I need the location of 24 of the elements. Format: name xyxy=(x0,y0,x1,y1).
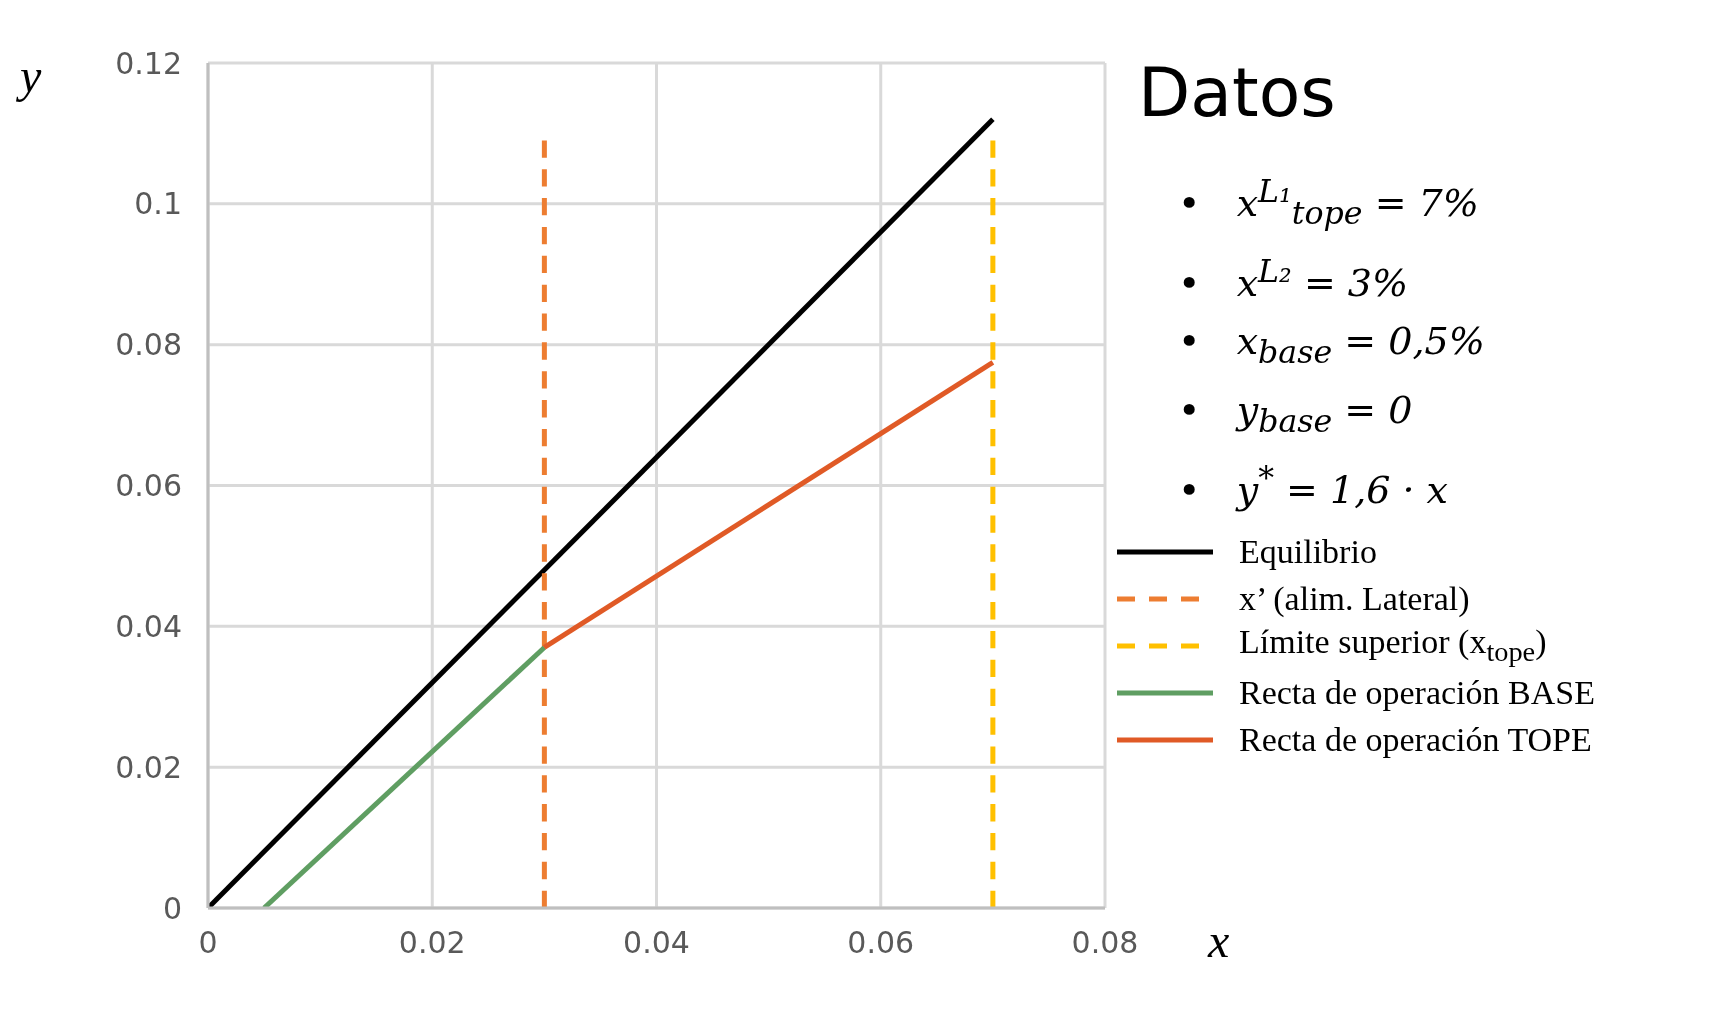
text: • y$_{base}$ = 0 xyxy=(1178,386,1414,441)
text: Datos xyxy=(1138,53,1337,132)
y-tick-label: 0.04 xyxy=(115,608,182,644)
legend-label: Límite superior (x$_{tope}$) xyxy=(1239,623,1547,668)
x-tick-label: 0.08 xyxy=(1071,925,1139,961)
text: • x$_{base}$ = 0,5% xyxy=(1178,317,1486,372)
x-tick-label: 0.04 xyxy=(623,925,690,961)
y-tick-label: 0.08 xyxy=(115,327,182,363)
x-axis-title: x xyxy=(1208,913,1230,968)
y-tick-label: 0 xyxy=(162,890,182,926)
y-tick-label: 0.06 xyxy=(115,468,182,504)
y-tick-label: 0.02 xyxy=(115,749,182,785)
legend-label: Recta de operación BASE xyxy=(1239,673,1595,712)
y-tick-label: 0.12 xyxy=(115,45,182,81)
legend-label: x’ (alim. Lateral) xyxy=(1239,579,1470,618)
legend-label: Recta de operación TOPE xyxy=(1239,720,1592,759)
text: • x$^{L₂}$ = 3% xyxy=(1178,252,1410,307)
y-tick-label: 0.1 xyxy=(134,186,182,222)
x-tick-label: 0 xyxy=(198,925,218,961)
x-tick-label: 0.02 xyxy=(398,925,466,961)
text: • y$^{*}$ = 1,6 · x xyxy=(1178,459,1450,514)
x-tick-label: 0.06 xyxy=(847,925,915,961)
legend-label: Equilibrio xyxy=(1239,532,1377,571)
text: • x$^{L₁}$$_{tope}$ = 7% xyxy=(1178,172,1480,234)
